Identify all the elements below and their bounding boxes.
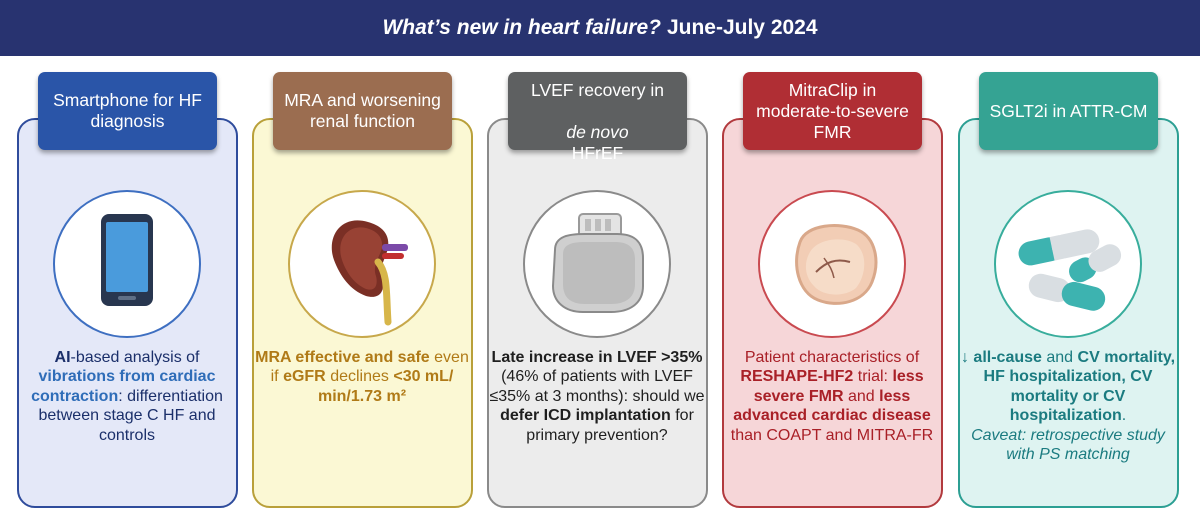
title-question: What’s new in heart failure?	[382, 16, 661, 39]
text-and: and	[847, 387, 875, 405]
card-text-mra: MRA effective and safe even if eGFR decl…	[253, 348, 471, 406]
mitral-valve-icon	[758, 190, 906, 338]
down-arrow-icon: ↓	[960, 349, 969, 366]
card-header-lvef: LVEF recovery in de novo HFrEF	[508, 72, 687, 163]
page-title-banner: What’s new in heart failure? June-July 2…	[0, 0, 1200, 56]
card-text-sglt2i: ↓ all-cause and CV mortality, HF hospita…	[959, 348, 1177, 464]
card-header-smartphone: Smartphone for HF diagnosis	[38, 72, 217, 150]
text-mra-effective: MRA effective and safe	[255, 349, 430, 366]
text-declines: declines	[330, 368, 389, 386]
text-colon: :	[118, 387, 123, 405]
text-defer-icd: defer ICD implantation	[500, 407, 671, 425]
text-all-cause: all-cause	[973, 349, 1042, 366]
text-primary-prevention: for primary prevention?	[526, 407, 694, 444]
text-caveat: Caveat: retrospective study with PS matc…	[971, 426, 1165, 464]
card-text-smartphone: AI-based analysis of vibrations from car…	[18, 348, 236, 445]
kidney-icon	[288, 190, 436, 338]
text-and: and	[1046, 349, 1074, 366]
text-than-coapt: than COAPT and MITRA-FR	[730, 426, 934, 444]
header-lvef-rest: HFrEF	[571, 142, 624, 163]
text-differentiation: differentiation between stage C HF and c…	[38, 387, 223, 444]
text-even-if: even if	[270, 349, 469, 386]
text-less-severe: less severe FMR	[753, 368, 924, 405]
header-lvef-italic: de novo	[566, 121, 629, 142]
text-analysis: -based analysis of	[70, 349, 200, 366]
text-ai: AI	[54, 349, 71, 366]
card-text-lvef: Late increase in LVEF >35% (46% of patie…	[488, 348, 706, 445]
card-header-sglt2i: SGLT2i in ATTR-CM	[979, 72, 1158, 150]
text-should-we: should we	[632, 387, 705, 405]
text-late-increase: Late increase in LVEF >35%	[491, 349, 703, 366]
card-header-mitraclip: MitraClip in moderate-to-severe FMR	[743, 72, 922, 150]
text-threshold: <30 mL/ min/1.73 m²	[317, 368, 454, 405]
text-egfr: eGFR	[283, 368, 326, 386]
card-header-mra: MRA and worsening renal function	[273, 72, 452, 150]
title-period: June-July 2024	[666, 16, 818, 39]
card-text-mitraclip: Patient characteristics of RESHAPE-HF2 t…	[723, 348, 941, 445]
text-period: .	[1121, 407, 1127, 425]
smartphone-icon	[53, 190, 201, 338]
text-trial: trial:	[857, 368, 888, 386]
icd-device-icon	[523, 190, 671, 338]
text-less-advanced: less advanced cardiac disease	[733, 387, 931, 425]
text-reshape: RESHAPE-HF2	[740, 368, 854, 386]
text-outcomes: CV mortality, HF hospitalization, CV mor…	[983, 349, 1176, 425]
header-lvef-line1: LVEF recovery in	[531, 79, 664, 100]
capsules-icon	[994, 190, 1142, 338]
text-patient-characteristics: Patient characteristics of	[744, 349, 920, 366]
text-percent-patients: (46% of patients with LVEF ≤35% at 3 mon…	[489, 368, 693, 405]
text-vibrations: vibrations from cardiac contraction	[31, 368, 216, 405]
